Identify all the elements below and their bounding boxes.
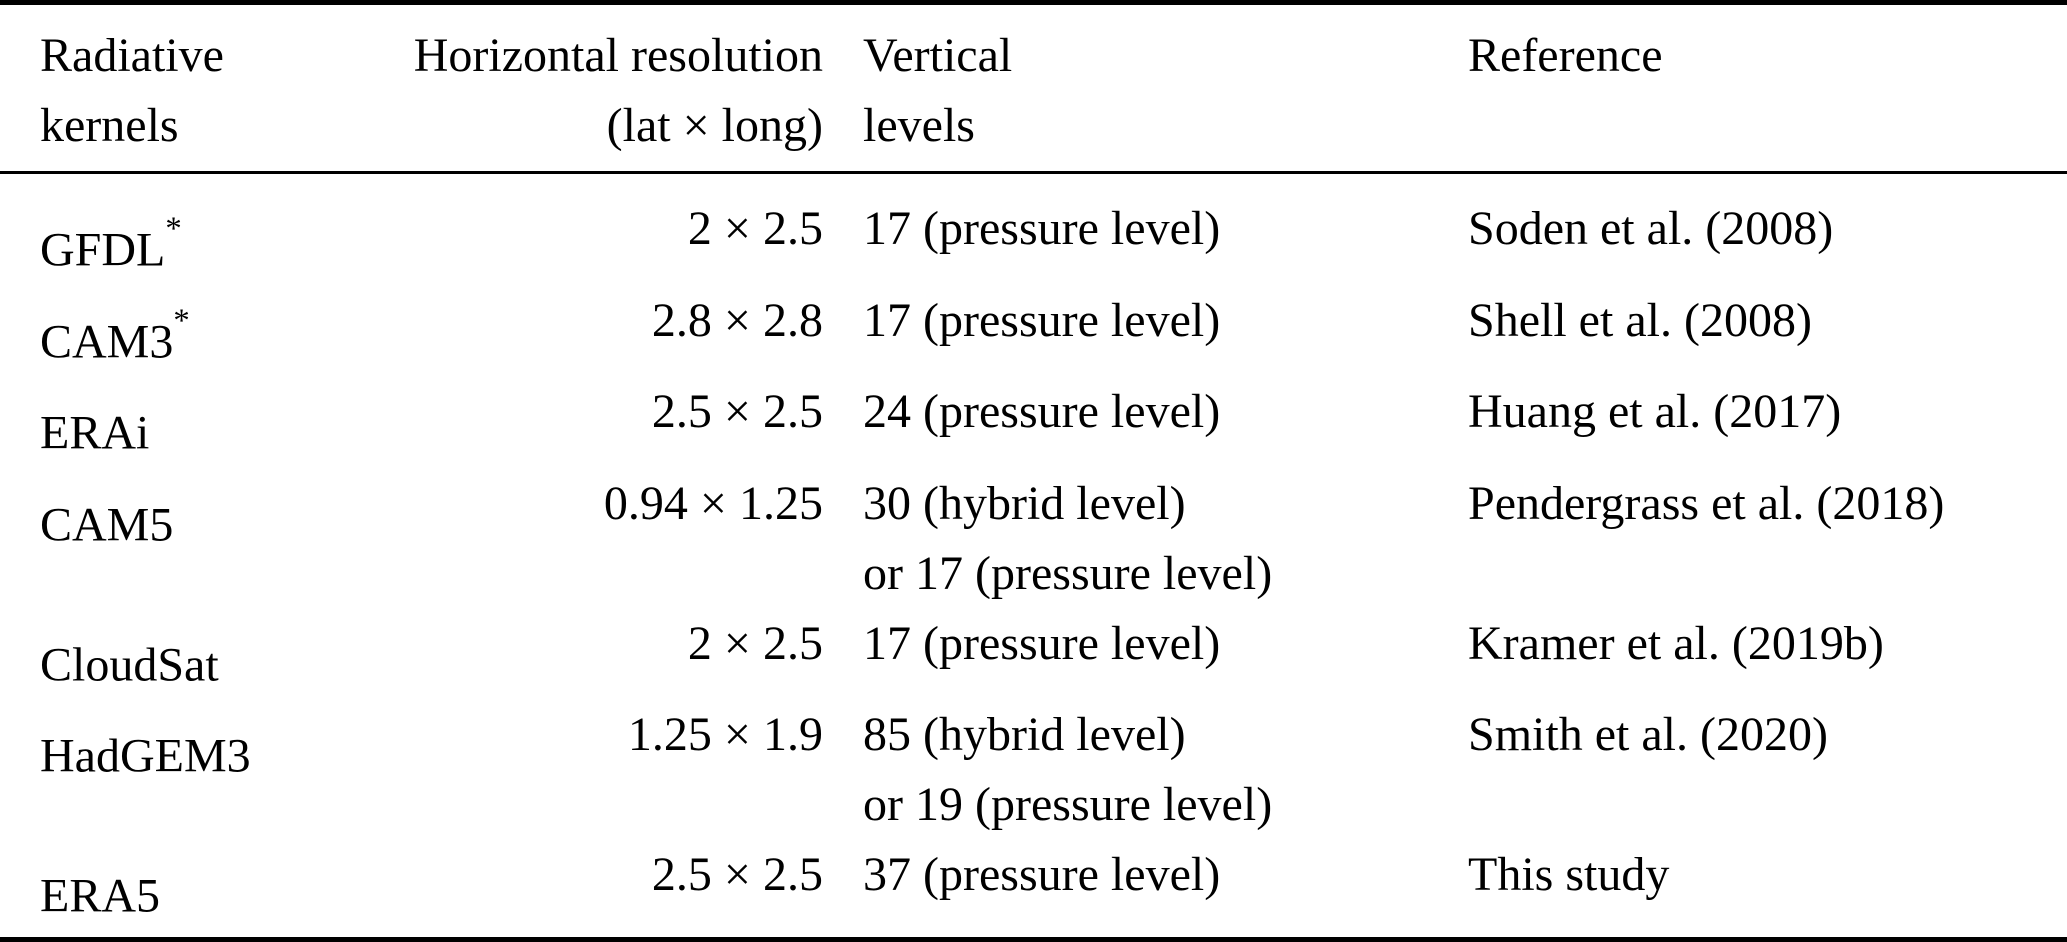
reference-cell: Huang et al. (2017) [1468, 385, 1842, 439]
table-row-cloudsat: CloudSat 2 × 2.5 17 (pressure level) Kra… [0, 609, 2067, 701]
table-row-hadgem3: HadGEM3 1.25 × 1.9 85 (hybrid level) or 1… [0, 700, 2067, 840]
kernel-name-cell: CAM5 [0, 469, 355, 609]
column-header-radiative-kernels: Radiative kernels [0, 2, 355, 174]
reference-cell: This study [1468, 848, 1670, 902]
kernel-name: GFDL [40, 223, 166, 277]
table-row-era5: ERA5 2.5 × 2.5 37 (pressure level) This … [0, 840, 2067, 939]
table-header: Radiative kernels Horizontal resolution … [0, 2, 2067, 174]
table-row-cam5: CAM5 0.94 × 1.25 30 (hybrid level) or 17 … [0, 469, 2067, 609]
table-row-cam3: CAM3* 2.8 × 2.8 17 (pressure level) Shel… [0, 286, 2067, 378]
vertical-levels-cell: 37 (pressure level) [823, 840, 1468, 939]
reference-cell: Kramer et al. (2019b) [1468, 616, 1884, 670]
levels-line: 17 (pressure level) [863, 202, 1221, 255]
resolution-cell: 2.5 × 2.5 [651, 385, 823, 439]
levels-line: 24 (pressure level) [863, 385, 1221, 439]
kernel-asterisk: * [165, 211, 182, 247]
vertical-levels-cell: 17 (pressure level) [823, 286, 1468, 378]
kernel-name: ERA5 [40, 869, 160, 923]
kernel-name: ERAi [40, 406, 150, 460]
table-row-gfdl: GFDL* 2 × 2.5 17 (pressure level) Soden … [0, 173, 2067, 286]
resolution-cell: 0.94 × 1.25 [603, 476, 823, 530]
kernel-name-cell: HadGEM3 [0, 700, 355, 840]
levels-line: 17 (pressure level) [863, 293, 1221, 347]
header-line: Radiative [40, 29, 224, 82]
reference-cell: Smith et al. (2020) [1468, 708, 1828, 762]
kernel-name: CAM5 [40, 498, 174, 552]
reference-cell: Soden et al. (2008) [1468, 202, 1834, 255]
table-row-erai: ERAi 2.5 × 2.5 24 (pressure level) Huang… [0, 377, 2067, 469]
resolution-cell: 1.25 × 1.9 [627, 708, 823, 762]
column-header-horizontal-resolution: Horizontal resolution (lat × long) [355, 2, 823, 174]
reference-cell: Shell et al. (2008) [1468, 293, 1812, 347]
kernel-name-cell: GFDL* [0, 173, 355, 286]
kernel-name: HadGEM3 [40, 729, 251, 783]
resolution-cell: 2 × 2.5 [687, 202, 823, 255]
levels-line: 17 (pressure level) [863, 616, 1221, 670]
levels-line: 30 (hybrid level) [863, 476, 1186, 530]
header-line: Horizontal resolution [413, 29, 823, 82]
vertical-levels-cell: 85 (hybrid level) or 19 (pressure level) [823, 700, 1468, 840]
header-line: Vertical [863, 29, 1013, 82]
header-line: levels [863, 99, 975, 152]
kernel-name: CloudSat [40, 638, 219, 692]
vertical-levels-cell: 17 (pressure level) [823, 173, 1468, 286]
kernel-name-cell: ERAi [0, 377, 355, 469]
resolution-cell: 2.8 × 2.8 [651, 293, 823, 347]
reference-cell: Pendergrass et al. (2018) [1468, 476, 1945, 530]
column-header-reference: Reference [1468, 2, 2067, 174]
kernel-name: CAM3 [40, 315, 174, 369]
levels-line: 37 (pressure level) [863, 848, 1221, 902]
column-header-vertical-levels: Vertical levels [823, 2, 1468, 174]
header-line: Reference [1468, 29, 1663, 82]
header-line: (lat × long) [606, 99, 823, 152]
levels-line: 85 (hybrid level) [863, 708, 1186, 762]
table-body: GFDL* 2 × 2.5 17 (pressure level) Soden … [0, 173, 2067, 940]
resolution-cell: 2.5 × 2.5 [651, 848, 823, 902]
kernel-name-cell: CloudSat [0, 609, 355, 701]
header-line: kernels [40, 99, 179, 152]
vertical-levels-cell: 24 (pressure level) [823, 377, 1468, 469]
vertical-levels-cell: 30 (hybrid level) or 17 (pressure level) [823, 469, 1468, 609]
kernel-asterisk: * [173, 302, 190, 339]
kernel-name-cell: CAM3* [0, 286, 355, 378]
vertical-levels-cell: 17 (pressure level) [823, 609, 1468, 701]
levels-line: or 19 (pressure level) [863, 778, 1273, 832]
table-header-row: Radiative kernels Horizontal resolution … [0, 2, 2067, 174]
kernel-name-cell: ERA5 [0, 840, 355, 939]
resolution-cell: 2 × 2.5 [687, 616, 823, 670]
levels-line: or 17 (pressure level) [863, 546, 1273, 600]
